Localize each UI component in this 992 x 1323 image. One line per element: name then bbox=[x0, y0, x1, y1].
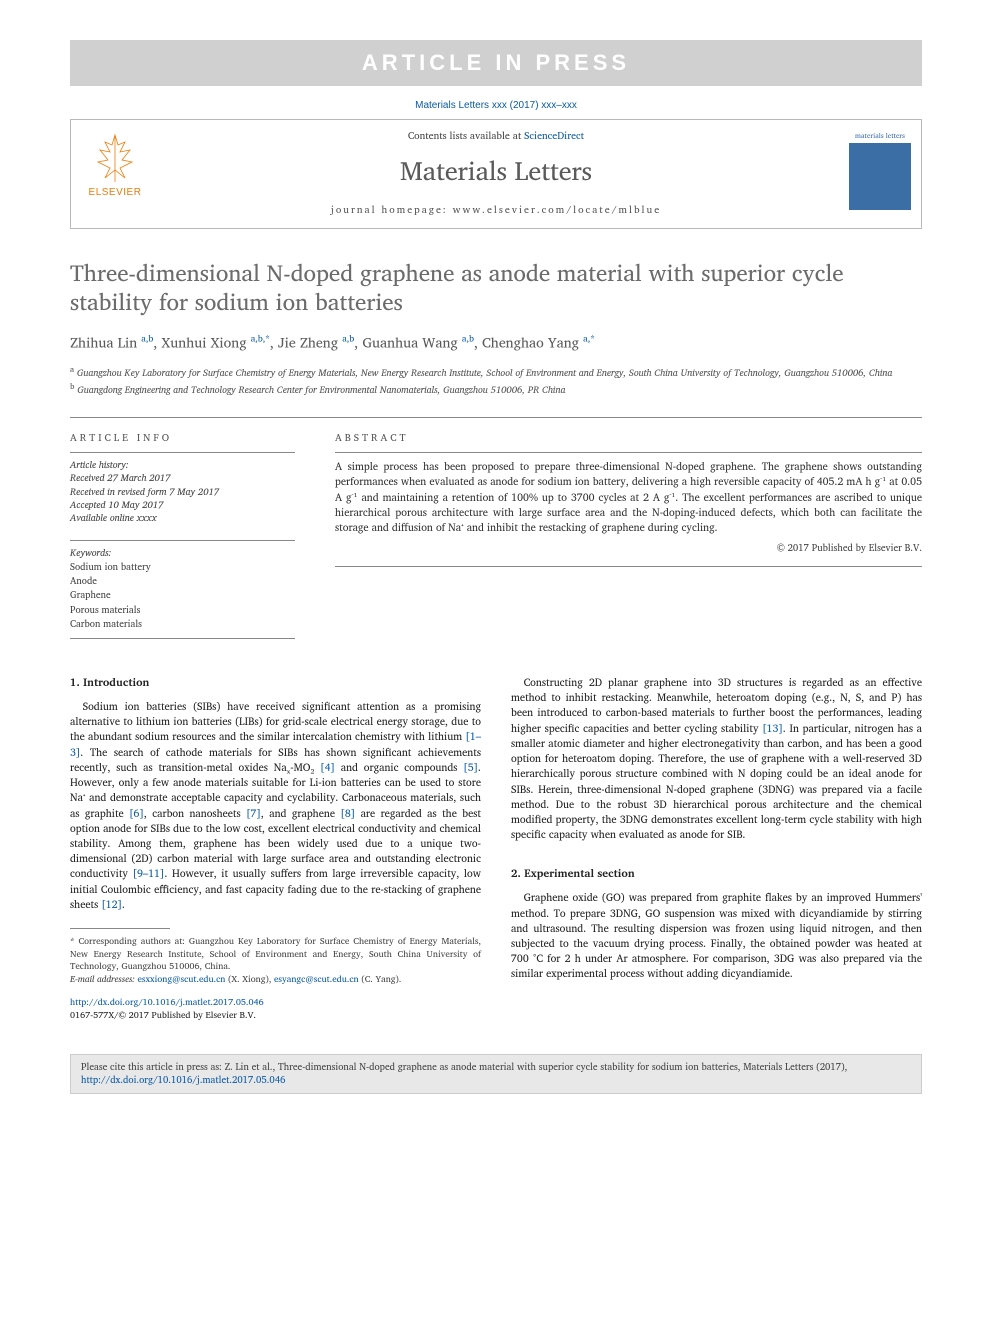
footnote-separator bbox=[70, 928, 170, 929]
divider bbox=[70, 452, 295, 453]
divider bbox=[70, 540, 295, 541]
homepage-prefix: journal homepage: bbox=[331, 202, 453, 218]
page: ARTICLE IN PRESS Materials Letters xxx (… bbox=[0, 0, 992, 1323]
affiliation: a Guangzhou Key Laboratory for Surface C… bbox=[70, 364, 922, 380]
author: Jie Zheng a,b bbox=[278, 331, 354, 354]
divider bbox=[335, 452, 922, 453]
ref-link[interactable]: [12] bbox=[101, 895, 122, 913]
author-list: Zhihua Lin a,b, Xunhui Xiong a,b,*, Jie … bbox=[70, 331, 922, 355]
journal-header-box: ELSEVIER materials letters Contents list… bbox=[70, 119, 922, 229]
abstract-text: A simple process has been proposed to pr… bbox=[335, 459, 922, 535]
divider bbox=[70, 417, 922, 418]
email-link[interactable]: esxxiong@scut.edu.cn bbox=[137, 971, 225, 986]
keywords-label: Keywords: bbox=[70, 547, 295, 561]
running-citation: Materials Letters xxx (2017) xxx–xxx bbox=[70, 100, 922, 111]
section-head-experimental: 2. Experimental section bbox=[511, 866, 922, 882]
abstract-col: ABSTRACT A simple process has been propo… bbox=[335, 430, 922, 645]
publisher-name: ELSEVIER bbox=[89, 187, 142, 198]
keywords-block: Keywords: Sodium ion battery Anode Graph… bbox=[70, 547, 295, 633]
history-item: Received 27 March 2017 bbox=[70, 472, 295, 485]
author: Xunhui Xiong a,b,* bbox=[161, 331, 269, 354]
cite-doi-link[interactable]: http://dx.doi.org/10.1016/j.matlet.2017.… bbox=[81, 1073, 285, 1088]
contents-list-line: Contents lists available at ScienceDirec… bbox=[83, 128, 909, 144]
history-item: Available online xxxx bbox=[70, 512, 295, 525]
author-affil-link[interactable]: a,b bbox=[141, 331, 153, 354]
body-paragraph: Constructing 2D planar graphene into 3D … bbox=[511, 675, 922, 842]
keyword: Porous materials bbox=[70, 604, 295, 618]
affiliation: b Guangdong Engineering and Technology R… bbox=[70, 381, 922, 397]
author-affil-link[interactable]: a,* bbox=[583, 331, 595, 354]
article-history: Article history: Received 27 March 2017 … bbox=[70, 459, 295, 525]
author-affil-link[interactable]: a,b bbox=[342, 331, 354, 354]
keyword: Graphene bbox=[70, 589, 295, 603]
contents-prefix: Contents lists available at bbox=[408, 128, 524, 144]
body-paragraph: Graphene oxide (GO) was prepared from gr… bbox=[511, 890, 922, 981]
cover-label: materials letters bbox=[849, 130, 911, 143]
keyword: Sodium ion battery bbox=[70, 561, 295, 575]
body-columns: 1. Introduction Sodium ion batteries (SI… bbox=[70, 675, 922, 1021]
keyword: Anode bbox=[70, 575, 295, 589]
corresponding-author-note: * Corresponding authors at: Guangzhou Ke… bbox=[70, 935, 481, 973]
homepage-url: www.elsevier.com/locate/mlblue bbox=[453, 202, 661, 218]
copyright-line: © 2017 Published by Elsevier B.V. bbox=[335, 541, 922, 556]
history-item: Received in revised form 7 May 2017 bbox=[70, 486, 295, 499]
elsevier-tree-icon bbox=[90, 130, 140, 185]
journal-cover-thumb: materials letters bbox=[849, 130, 911, 210]
sciencedirect-link[interactable]: ScienceDirect bbox=[524, 128, 584, 144]
divider bbox=[70, 638, 295, 639]
section-head-intro: 1. Introduction bbox=[70, 675, 481, 691]
article-in-press-banner: ARTICLE IN PRESS bbox=[70, 40, 922, 86]
divider bbox=[335, 566, 922, 567]
history-item: Accepted 10 May 2017 bbox=[70, 499, 295, 512]
info-abstract-row: ARTICLE INFO Article history: Received 2… bbox=[70, 430, 922, 645]
history-label: Article history: bbox=[70, 459, 295, 472]
article-info-head: ARTICLE INFO bbox=[70, 430, 295, 446]
author-affil-link[interactable]: a,b,* bbox=[251, 331, 270, 354]
doi-block: http://dx.doi.org/10.1016/j.matlet.2017.… bbox=[70, 995, 481, 1021]
journal-title: Materials Letters bbox=[83, 150, 909, 192]
body-col-left: 1. Introduction Sodium ion batteries (SI… bbox=[70, 675, 481, 1021]
abstract-head: ABSTRACT bbox=[335, 430, 922, 446]
email-note: E-mail addresses: esxxiong@scut.edu.cn (… bbox=[70, 973, 481, 986]
body-paragraph: Sodium ion batteries (SIBs) have receive… bbox=[70, 699, 481, 912]
page-inner: ARTICLE IN PRESS Materials Letters xxx (… bbox=[0, 0, 992, 1042]
article-info-col: ARTICLE INFO Article history: Received 2… bbox=[70, 430, 295, 645]
keyword: Carbon materials bbox=[70, 618, 295, 632]
email-link[interactable]: esyangc@scut.edu.cn bbox=[274, 971, 359, 986]
please-cite-box: Please cite this article in press as: Z.… bbox=[70, 1054, 922, 1095]
publisher-logo: ELSEVIER bbox=[81, 130, 149, 208]
author: Guanhua Wang a,b bbox=[362, 331, 474, 354]
author: Zhihua Lin a,b bbox=[70, 331, 153, 354]
issn-copyright: 0167-577X/© 2017 Published by Elsevier B… bbox=[70, 1007, 256, 1022]
journal-homepage: journal homepage: www.elsevier.com/locat… bbox=[83, 202, 909, 218]
author: Chenghao Yang a,* bbox=[482, 331, 595, 354]
author-affil-link[interactable]: a,b bbox=[462, 331, 474, 354]
body-col-right: Constructing 2D planar graphene into 3D … bbox=[511, 675, 922, 1021]
article-title: Three-dimensional N-doped graphene as an… bbox=[70, 259, 922, 317]
